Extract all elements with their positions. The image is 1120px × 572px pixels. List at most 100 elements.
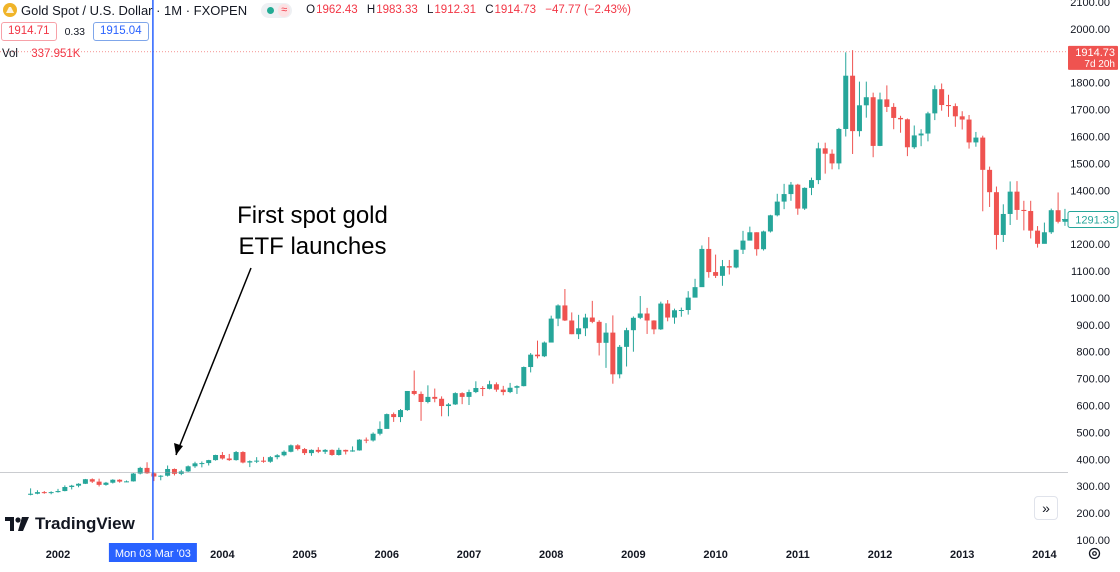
candle [713,254,719,278]
candle-body [137,467,143,474]
trade-panel: 1914.71 0.33 1915.04 [1,22,149,41]
candle-body [350,450,356,452]
candle [535,340,540,359]
candle-body [1055,210,1061,222]
candle-body [521,367,527,387]
candle-body [62,487,68,492]
candle [199,461,205,468]
annotation-arrow [174,267,252,456]
candle [514,385,520,394]
x-tick-label: 2008 [539,549,563,561]
candle [685,291,691,315]
candle-body [130,473,136,482]
candle [185,465,191,472]
y-tick-label: 100.00 [1076,535,1110,547]
candle [1048,208,1054,234]
y-tick-label: 1600.00 [1070,132,1110,144]
candle [939,83,945,111]
candle-body [1028,211,1034,231]
candle [904,118,910,157]
scroll-to-realtime-button[interactable]: » [1034,496,1058,520]
annotation-arrow-head [174,443,183,455]
candle-body [658,303,664,330]
candle-body [651,320,657,330]
candle [973,131,979,147]
candle [500,385,506,396]
annotation-arrow-line [175,267,252,456]
y-tick-label: 1200.00 [1070,239,1110,251]
candle-body [891,106,897,118]
candle [315,447,321,454]
candle-body [761,231,767,250]
candle-body [802,187,808,209]
spread-value: 0.33 [64,25,86,38]
candle-body [171,468,177,474]
candle [596,320,602,356]
x-tick-label: 2006 [375,549,399,561]
candle [418,391,424,421]
candle-body [562,305,568,321]
candle [336,447,342,456]
symbol-title[interactable]: Gold Spot / U.S. Dollar · 1M · FXOPEN [21,2,248,18]
candle [69,484,75,490]
x-tick-label: 2013 [950,549,974,561]
candle-body [528,354,534,368]
candle [226,453,232,461]
candle-body [946,105,951,107]
candle [459,392,465,405]
candle-body [110,479,116,483]
candle-body [1007,191,1013,214]
candle [48,491,54,495]
candle [959,111,965,130]
candle [870,92,876,158]
candle-body [226,458,232,461]
candle-body [596,321,602,343]
candle-body [569,320,575,335]
candle-body [507,387,513,393]
candle-body [555,305,561,319]
candle-body [315,449,321,452]
candle-body [747,232,753,241]
sell-price-button[interactable]: 1914.71 [1,22,57,41]
candle-body [719,266,725,276]
candle-body [89,479,95,482]
candle-body [548,318,554,343]
candle-body [418,393,424,403]
candle-body [206,460,212,464]
candle-body [48,492,54,494]
candle [1041,222,1047,244]
candle [165,465,171,477]
candle [55,488,61,493]
mid-price-tag: 1291.33 [1062,211,1119,229]
last-price-tag-bg [1068,45,1118,70]
candle-body [1035,230,1041,244]
candle-body [514,386,520,388]
candle-body [993,192,999,235]
candle-body [966,119,972,143]
annotation-line-1: First spot gold [237,202,388,229]
candle-body [850,75,856,132]
buy-price-button[interactable]: 1915.04 [93,22,149,41]
candle [952,103,958,127]
status-pill[interactable]: ≈ [261,2,293,18]
candle [308,449,314,456]
candle [103,481,109,486]
annotation-text: First spot gold ETF launches [205,200,420,262]
candle-body [767,215,773,232]
candle-body [952,106,958,117]
y-tick-label: 800.00 [1076,347,1110,359]
settings-gear-icon[interactable] [1088,547,1101,563]
candle [589,300,595,324]
candle [445,403,451,417]
tradingview-logo[interactable]: TradingView [5,514,135,534]
candle-body [856,105,862,132]
candle [644,307,650,334]
y-tick-label: 200.00 [1076,508,1110,520]
candle [480,386,486,397]
candle [1014,181,1020,220]
candle [254,457,260,464]
x-tick-label: 2014 [1032,549,1057,561]
candle-body [918,133,924,136]
candle [473,381,479,394]
